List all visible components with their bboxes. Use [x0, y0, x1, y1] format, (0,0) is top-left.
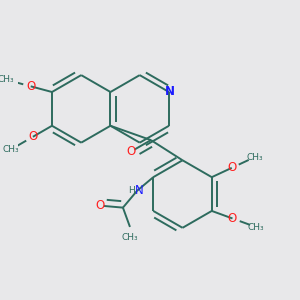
Text: O: O — [28, 130, 38, 143]
Text: H: H — [128, 186, 135, 195]
Text: N: N — [135, 184, 144, 197]
Text: CH₃: CH₃ — [3, 145, 19, 154]
Text: O: O — [26, 80, 35, 93]
Text: O: O — [228, 212, 237, 225]
Text: CH₃: CH₃ — [0, 75, 14, 84]
Text: CH₃: CH₃ — [122, 233, 138, 242]
Text: O: O — [95, 199, 104, 212]
Text: CH₃: CH₃ — [246, 153, 263, 162]
Text: O: O — [227, 161, 236, 174]
Text: O: O — [126, 145, 136, 158]
Text: N: N — [165, 85, 175, 98]
Text: CH₃: CH₃ — [248, 223, 265, 232]
